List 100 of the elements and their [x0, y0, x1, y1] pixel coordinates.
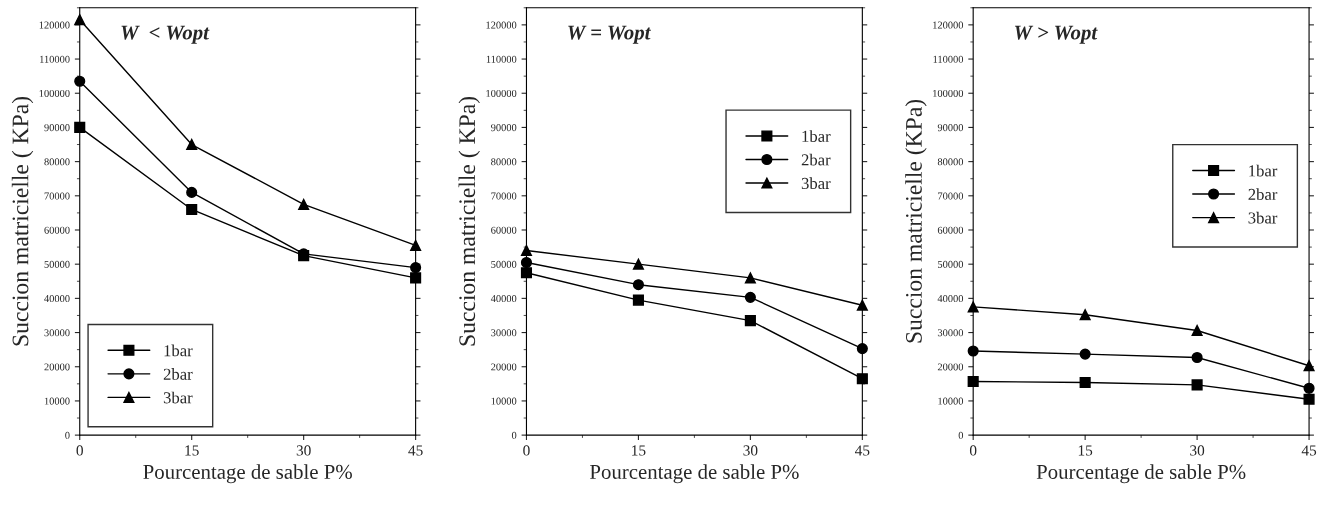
y-tick-label: 40000: [490, 295, 517, 303]
point: [1303, 393, 1315, 405]
y-tick-label: 70000: [44, 192, 70, 200]
legend-label: 3bar: [1248, 211, 1278, 224]
point: [186, 186, 198, 198]
y-tick-label: 80000: [937, 158, 964, 166]
y-tick-label: 40000: [44, 295, 70, 303]
text: W = Wopt: [568, 25, 651, 44]
x-tick-label: 30: [1190, 445, 1205, 456]
x-tick-label: 15: [185, 445, 199, 456]
point: [520, 256, 533, 269]
y-tick-label: 120000: [486, 21, 517, 29]
legend-label: 1bar: [802, 130, 831, 142]
point: [1079, 376, 1091, 389]
text: W > Wopt: [1014, 25, 1098, 44]
x-tick-label: 45: [855, 445, 870, 456]
y-tick-label: 0: [958, 431, 964, 439]
y-tick-label: 0: [511, 431, 517, 439]
y-tick-label: 90000: [44, 124, 70, 132]
x-tick-label: 0: [969, 445, 977, 456]
y-tick-label: 90000: [491, 124, 517, 132]
point: [1191, 379, 1203, 391]
point: [410, 239, 422, 251]
y-tick-label: 120000: [39, 21, 70, 29]
point: [1303, 382, 1315, 394]
point: [744, 291, 756, 303]
point: [856, 299, 868, 311]
legend-label: 2bar: [1248, 188, 1278, 201]
legend-label: 3bar: [163, 391, 193, 404]
x-axis-title: Pourcentage de sable P%: [590, 464, 799, 484]
point: [967, 301, 979, 313]
y-tick-label: 110000: [40, 55, 70, 63]
x-axis-title: Pourcentage de sable P%: [143, 464, 352, 484]
point: [632, 258, 644, 270]
x-tick-label: 15: [632, 445, 646, 456]
point: [74, 75, 86, 87]
point: [1303, 360, 1315, 372]
y-axis-title: Succion matricielle (KPa): [905, 99, 927, 343]
y-tick-label: 30000: [937, 329, 964, 337]
y-tick-label: 100000: [486, 89, 517, 97]
y-tick-label: 60000: [491, 226, 517, 234]
y-tick-label: 70000: [938, 192, 964, 200]
point: [186, 138, 198, 151]
x-axis-title: Pourcentage de sable P%: [1036, 464, 1246, 484]
legend-label: 2bar: [801, 153, 831, 166]
y-tick-label: 10000: [938, 397, 964, 405]
point: [520, 244, 533, 257]
y-tick-label: 50000: [44, 260, 70, 268]
x-tick-label: 30: [296, 445, 311, 456]
y-tick-label: 10000: [44, 397, 70, 405]
point: [967, 375, 979, 388]
point: [1191, 324, 1203, 337]
point: [520, 267, 533, 279]
y-tick-label: 100000: [933, 89, 964, 97]
y-tick-label: 20000: [44, 363, 70, 371]
point: [186, 203, 198, 216]
x-tick-label: 0: [76, 445, 83, 456]
point: [632, 279, 644, 291]
point: [298, 198, 310, 210]
point: [410, 272, 422, 284]
x-tick-label: 45: [408, 445, 423, 456]
y-tick-label: 20000: [937, 363, 964, 371]
y-tick-label: 120000: [933, 21, 964, 29]
y-tick-label: 50000: [938, 260, 964, 268]
point: [1191, 351, 1203, 364]
y-axis-title: Succion matricielle ( KPa): [11, 96, 34, 346]
y-tick-label: 50000: [491, 260, 517, 268]
legend-label: 1bar: [164, 344, 193, 357]
y-tick-label: 90000: [937, 124, 964, 132]
point: [74, 121, 86, 133]
legend-label: 1bar: [1249, 164, 1278, 177]
y-tick-label: 60000: [44, 226, 70, 234]
y-axis-title: Succion matricielle ( KPa): [458, 96, 480, 346]
y-tick-label: 70000: [491, 192, 517, 200]
point: [856, 373, 868, 385]
x-tick-label: 15: [1078, 445, 1093, 456]
y-tick-label: 100000: [39, 89, 70, 97]
text: W < Wopt: [121, 25, 210, 44]
y-tick-label: 30000: [44, 329, 70, 337]
y-tick-label: 80000: [44, 158, 70, 166]
point: [632, 294, 644, 306]
point: [1079, 309, 1091, 321]
legend-label: 3bar: [801, 177, 831, 190]
y-tick-label: 20000: [491, 363, 517, 371]
point: [410, 262, 422, 274]
point: [967, 345, 979, 357]
point: [1079, 348, 1091, 360]
point: [856, 343, 868, 355]
legend-label: 2bar: [163, 368, 193, 380]
x-tick-label: 0: [523, 445, 530, 456]
y-tick-label: 10000: [491, 397, 517, 405]
point: [744, 272, 756, 284]
y-tick-label: 80000: [491, 158, 517, 166]
y-tick-label: 30000: [491, 329, 517, 337]
y-tick-label: 0: [65, 431, 70, 439]
y-tick-label: 60000: [937, 226, 964, 234]
y-tick-label: 110000: [933, 55, 964, 63]
y-tick-label: 110000: [486, 55, 517, 63]
point: [74, 14, 86, 26]
x-tick-label: 45: [1301, 445, 1317, 456]
